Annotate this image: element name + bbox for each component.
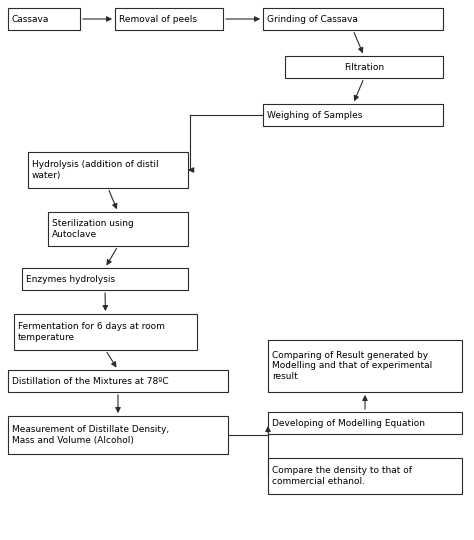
Bar	[28, 152, 188, 188]
Text: Filtration: Filtration	[344, 63, 384, 71]
Bar	[263, 104, 443, 126]
Bar	[8, 416, 228, 454]
Text: Measurement of Distillate Density,
Mass and Volume (Alcohol): Measurement of Distillate Density, Mass …	[12, 426, 169, 445]
Text: Hydrolysis (addition of distil
water): Hydrolysis (addition of distil water)	[32, 160, 159, 180]
Bar	[14, 314, 197, 350]
Text: Compare the density to that of
commercial ethanol.: Compare the density to that of commercia…	[272, 467, 412, 485]
Bar	[22, 268, 188, 290]
Bar	[8, 8, 80, 30]
Bar	[268, 340, 462, 392]
Text: Removal of peels: Removal of peels	[119, 15, 197, 24]
Text: Sterilization using
Autoclave: Sterilization using Autoclave	[52, 219, 134, 239]
Text: Grinding of Cassava: Grinding of Cassava	[267, 15, 358, 24]
Bar	[268, 412, 462, 434]
Text: Developing of Modelling Equation: Developing of Modelling Equation	[272, 418, 425, 428]
Bar	[48, 212, 188, 246]
Text: Comparing of Result generated by
Modelling and that of experimental
result: Comparing of Result generated by Modelli…	[272, 351, 432, 381]
Bar	[263, 8, 443, 30]
Text: Fermentation for 6 days at room
temperature: Fermentation for 6 days at room temperat…	[18, 322, 165, 342]
Bar	[285, 56, 443, 78]
Text: Cassava: Cassava	[12, 15, 49, 24]
Bar	[115, 8, 223, 30]
Bar	[8, 370, 228, 392]
Text: Enzymes hydrolysis: Enzymes hydrolysis	[26, 274, 115, 284]
Text: Distillation of the Mixtures at 78ºC: Distillation of the Mixtures at 78ºC	[12, 376, 169, 386]
Text: Weighing of Samples: Weighing of Samples	[267, 111, 363, 119]
Bar	[268, 458, 462, 494]
